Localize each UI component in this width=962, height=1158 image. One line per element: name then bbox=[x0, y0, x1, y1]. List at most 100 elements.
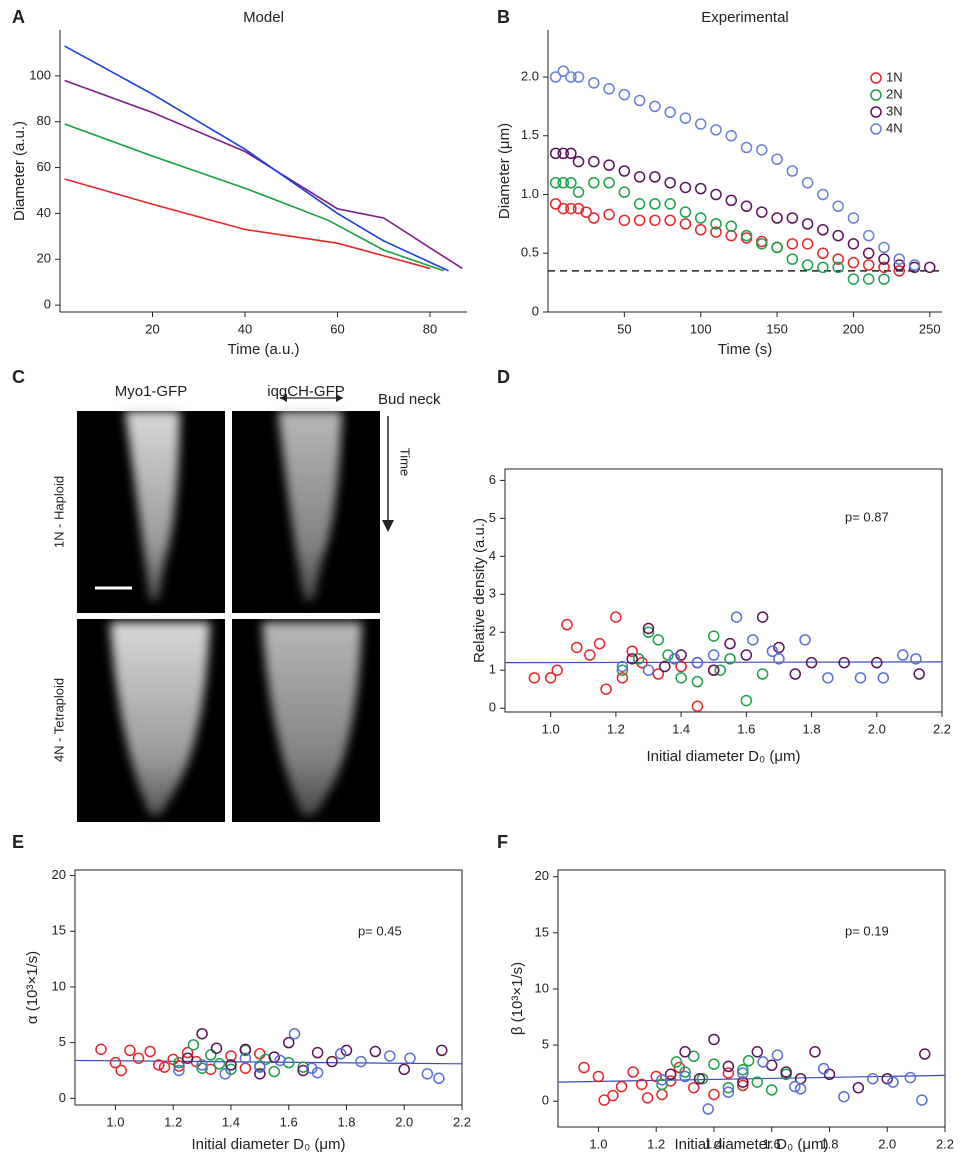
chart-title: Model bbox=[243, 9, 284, 26]
panel-label: A bbox=[12, 7, 25, 27]
data-point bbox=[756, 611, 769, 623]
x-axis-label: Time (s) bbox=[718, 341, 772, 358]
legend-label: 1N bbox=[886, 69, 903, 84]
x-tick-label: 2.0 bbox=[878, 1136, 896, 1151]
data-point bbox=[603, 159, 615, 171]
data-point bbox=[633, 198, 646, 210]
y-tick-label: 10 bbox=[52, 978, 66, 993]
data-point bbox=[649, 100, 661, 113]
data-point bbox=[549, 71, 562, 83]
data-point bbox=[436, 1044, 448, 1057]
x-axis-label: Initial diameter D₀ (μm) bbox=[191, 1136, 345, 1153]
data-point bbox=[600, 683, 612, 695]
data-point bbox=[913, 668, 925, 680]
data-point bbox=[675, 660, 687, 673]
data-point bbox=[219, 1068, 231, 1080]
x-tick-label: 200 bbox=[843, 321, 865, 336]
annotation: p= 0.87 bbox=[845, 509, 889, 524]
data-point bbox=[580, 206, 592, 218]
data-point bbox=[633, 171, 646, 183]
data-point bbox=[679, 218, 692, 230]
arrow-head bbox=[382, 520, 394, 532]
x-tick-label: 1.8 bbox=[820, 1136, 838, 1151]
data-point bbox=[740, 200, 753, 212]
data-point bbox=[557, 202, 570, 215]
data-point bbox=[822, 672, 834, 684]
data-point bbox=[664, 1068, 677, 1081]
y-tick-label: 0 bbox=[532, 303, 539, 318]
data-point bbox=[881, 1072, 893, 1085]
data-point bbox=[691, 700, 704, 713]
data-point bbox=[708, 1058, 720, 1070]
data-point bbox=[832, 200, 844, 212]
panel-label: F bbox=[497, 832, 508, 852]
data-point bbox=[181, 1046, 194, 1059]
data-point bbox=[862, 247, 875, 259]
panel-c: C Myo1-GFP iqgCH-GFP Bud neck Time 1N - … bbox=[12, 367, 441, 822]
data-point bbox=[707, 664, 720, 676]
data-point bbox=[603, 208, 615, 221]
data-point bbox=[847, 273, 860, 285]
data-point bbox=[557, 177, 570, 189]
data-point bbox=[710, 218, 722, 230]
data-point bbox=[173, 1064, 185, 1077]
data-point bbox=[832, 253, 844, 265]
x-tick-label: 1.6 bbox=[280, 1114, 298, 1129]
x-tick-label: 2.2 bbox=[453, 1114, 471, 1129]
y-tick-label: 5 bbox=[59, 1034, 66, 1049]
y-tick-label: 15 bbox=[52, 923, 66, 938]
row-label: 4N - Tetraploid bbox=[51, 678, 66, 762]
data-point bbox=[771, 212, 783, 224]
data-point bbox=[801, 177, 814, 189]
data-point bbox=[679, 181, 692, 194]
data-point bbox=[725, 130, 738, 142]
data-point bbox=[737, 1064, 749, 1076]
x-tick-label: 1.0 bbox=[589, 1136, 607, 1151]
data-point bbox=[615, 1080, 628, 1093]
data-point bbox=[817, 188, 829, 201]
data-point bbox=[659, 660, 671, 673]
y-tick-label: 3 bbox=[489, 586, 496, 601]
data-point bbox=[817, 247, 829, 259]
data-point bbox=[756, 206, 768, 218]
data-point bbox=[740, 649, 753, 661]
x-tick-label: 1.2 bbox=[607, 721, 625, 736]
data-point bbox=[740, 229, 753, 242]
data-point bbox=[311, 1066, 324, 1079]
data-point bbox=[254, 1048, 266, 1060]
data-point bbox=[838, 1090, 850, 1103]
data-point bbox=[786, 238, 799, 250]
data-point bbox=[794, 1083, 807, 1095]
data-point bbox=[173, 1056, 185, 1069]
data-point bbox=[878, 273, 890, 285]
data-point bbox=[847, 238, 860, 250]
data-point bbox=[871, 656, 883, 669]
data-point bbox=[616, 660, 629, 673]
data-point bbox=[588, 155, 600, 168]
data-point bbox=[809, 1046, 821, 1058]
x-tick-label: 1.6 bbox=[737, 721, 755, 736]
y-tick-label: 0.5 bbox=[521, 245, 539, 260]
data-point bbox=[893, 259, 905, 271]
data-point bbox=[801, 218, 814, 230]
data-point bbox=[691, 675, 704, 688]
data-point bbox=[254, 1061, 266, 1073]
legend-marker bbox=[870, 72, 882, 84]
y-tick-label: 0 bbox=[489, 700, 496, 715]
data-point bbox=[384, 1050, 396, 1062]
y-tick-label: 80 bbox=[37, 113, 51, 128]
y-tick-label: 10 bbox=[535, 980, 549, 995]
data-point bbox=[687, 1081, 700, 1094]
data-point bbox=[867, 1072, 879, 1085]
data-point bbox=[817, 224, 829, 236]
data-point bbox=[751, 1046, 764, 1058]
data-point bbox=[725, 229, 738, 242]
data-point bbox=[618, 165, 631, 177]
plot-frame bbox=[504, 468, 943, 713]
legend-label: 4N bbox=[886, 120, 903, 135]
data-point bbox=[326, 1055, 338, 1068]
data-point bbox=[340, 1044, 353, 1057]
data-point bbox=[572, 155, 585, 168]
data-point bbox=[225, 1059, 237, 1071]
data-point bbox=[124, 1044, 136, 1057]
